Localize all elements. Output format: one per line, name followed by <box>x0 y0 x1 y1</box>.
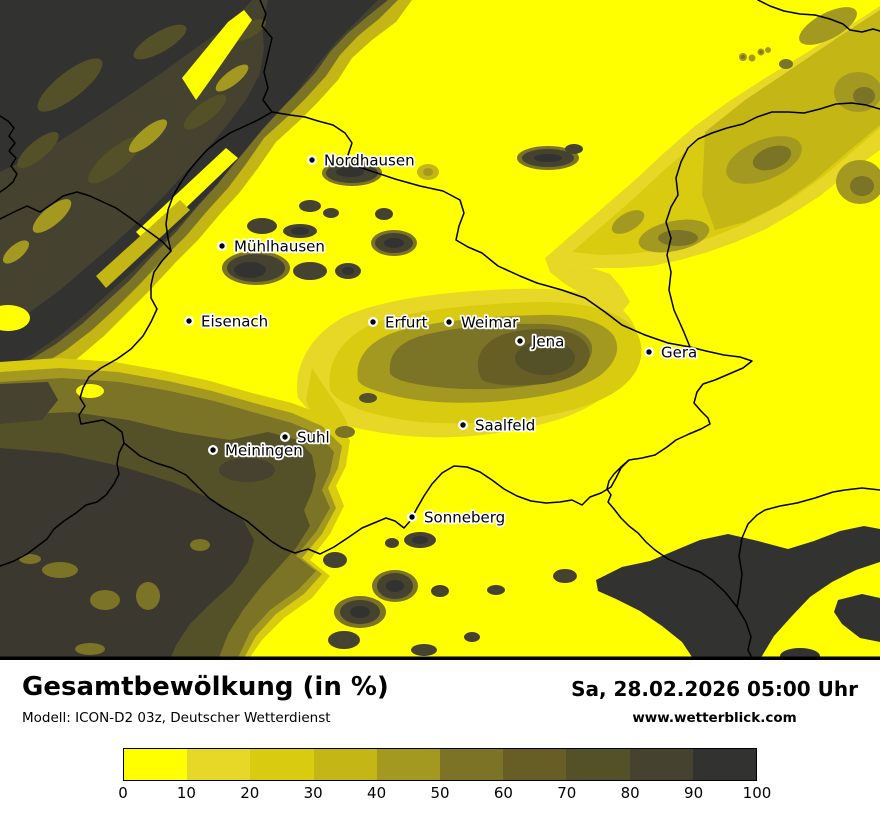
city-label: Suhl <box>297 429 330 447</box>
city-label: Eisenach <box>201 313 268 331</box>
weather-map: Nordhausen Mühlhausen Eisenach Erfurt Weimar… <box>0 0 880 660</box>
cloud-blob-central <box>297 288 642 448</box>
city-dot-core-icon <box>210 447 216 453</box>
city-marker-saalfeld: Saalfeld <box>458 415 537 436</box>
legend-tick-label: 50 <box>430 784 450 802</box>
legend-tick-label: 90 <box>684 784 704 802</box>
legend-tick-label: 20 <box>240 784 260 802</box>
legend-color-segment <box>503 749 567 780</box>
city-dot-core-icon <box>409 514 415 520</box>
legend-tick-label: 10 <box>176 784 196 802</box>
legend-color-segment <box>313 749 377 780</box>
city-label: Meiningen <box>225 442 303 460</box>
cloud-patches-south <box>323 532 505 656</box>
city-dot-core-icon <box>446 319 452 325</box>
valid-datetime: Sa, 28.02.2026 05:00 Uhr <box>571 677 858 701</box>
city-marker-nordhausen: Nordhausen <box>307 150 416 171</box>
city-marker-mhlhausen: Mühlhausen <box>217 236 327 257</box>
city-label: Jena <box>531 333 564 351</box>
cloud-band-southeast <box>553 526 880 660</box>
city-label: Mühlhausen <box>234 238 325 256</box>
city-label: Weimar <box>461 314 519 332</box>
city-dot-core-icon <box>309 157 315 163</box>
legend-ticks: 0 10 20 30 40 50 60 70 80 90 100 <box>118 784 771 804</box>
city-dot-core-icon <box>219 243 225 249</box>
city-marker-meiningen: Meiningen <box>208 440 305 461</box>
map-title: Gesamtbewölkung (in %) <box>22 672 389 702</box>
legend-bar <box>123 748 757 781</box>
city-marker-gera: Gera <box>644 342 699 363</box>
legend-color-segment <box>376 749 441 780</box>
city-marker-erfurt: Erfurt <box>368 312 429 333</box>
legend-tick-label: 80 <box>620 784 640 802</box>
legend-color-segment <box>250 749 314 780</box>
cloud-mass-southwest <box>0 358 355 660</box>
city-dot-core-icon <box>460 422 466 428</box>
city-marker-sonneberg: Sonneberg <box>407 507 507 528</box>
city-marker-suhl: Suhl <box>280 427 331 448</box>
legend-color-segment <box>566 749 630 780</box>
legend-color-segment <box>629 749 693 780</box>
legend-tick-label: 60 <box>493 784 513 802</box>
city-dot-core-icon <box>370 319 376 325</box>
legend-tick-label: 0 <box>118 784 128 802</box>
cloud-mass-northwest <box>0 0 412 402</box>
legend-color-segment <box>187 749 251 780</box>
city-marker-eisenach: Eisenach <box>184 311 270 332</box>
model-info: Modell: ICON-D2 03z, Deutscher Wetterdie… <box>22 709 331 726</box>
city-markers-layer: Nordhausen Mühlhausen Eisenach Erfurt Weimar… <box>184 150 699 528</box>
city-dot-core-icon <box>186 318 192 324</box>
city-label: Erfurt <box>385 314 428 332</box>
state-borders <box>0 0 880 660</box>
website-label: www.wetterblick.com <box>632 710 797 726</box>
legend-tick-label: 70 <box>557 784 577 802</box>
city-dot-core-icon <box>517 338 523 344</box>
legend-tick-label: 100 <box>742 784 772 802</box>
city-dot-core-icon <box>646 349 652 355</box>
city-label: Gera <box>661 344 697 362</box>
city-marker-jena: Jena <box>515 331 566 352</box>
color-legend: 0 10 20 30 40 50 60 70 80 90 100 <box>118 748 771 804</box>
city-label: Sonneberg <box>424 509 505 527</box>
city-dot-core-icon <box>282 434 288 440</box>
city-label: Saalfeld <box>475 417 535 435</box>
cloud-band-northeast <box>545 6 880 312</box>
city-marker-weimar: Weimar <box>444 312 521 333</box>
info-panel: Gesamtbewölkung (in %) Modell: ICON-D2 0… <box>0 660 880 830</box>
legend-color-segment <box>692 749 757 780</box>
city-label: Nordhausen <box>324 152 415 170</box>
legend-tick-label: 40 <box>367 784 387 802</box>
cloud-patches-north <box>222 144 583 285</box>
map-bottom-frame <box>0 656 880 660</box>
legend-color-segment <box>124 749 188 780</box>
legend-tick-label: 30 <box>303 784 323 802</box>
legend-color-segment <box>440 749 504 780</box>
